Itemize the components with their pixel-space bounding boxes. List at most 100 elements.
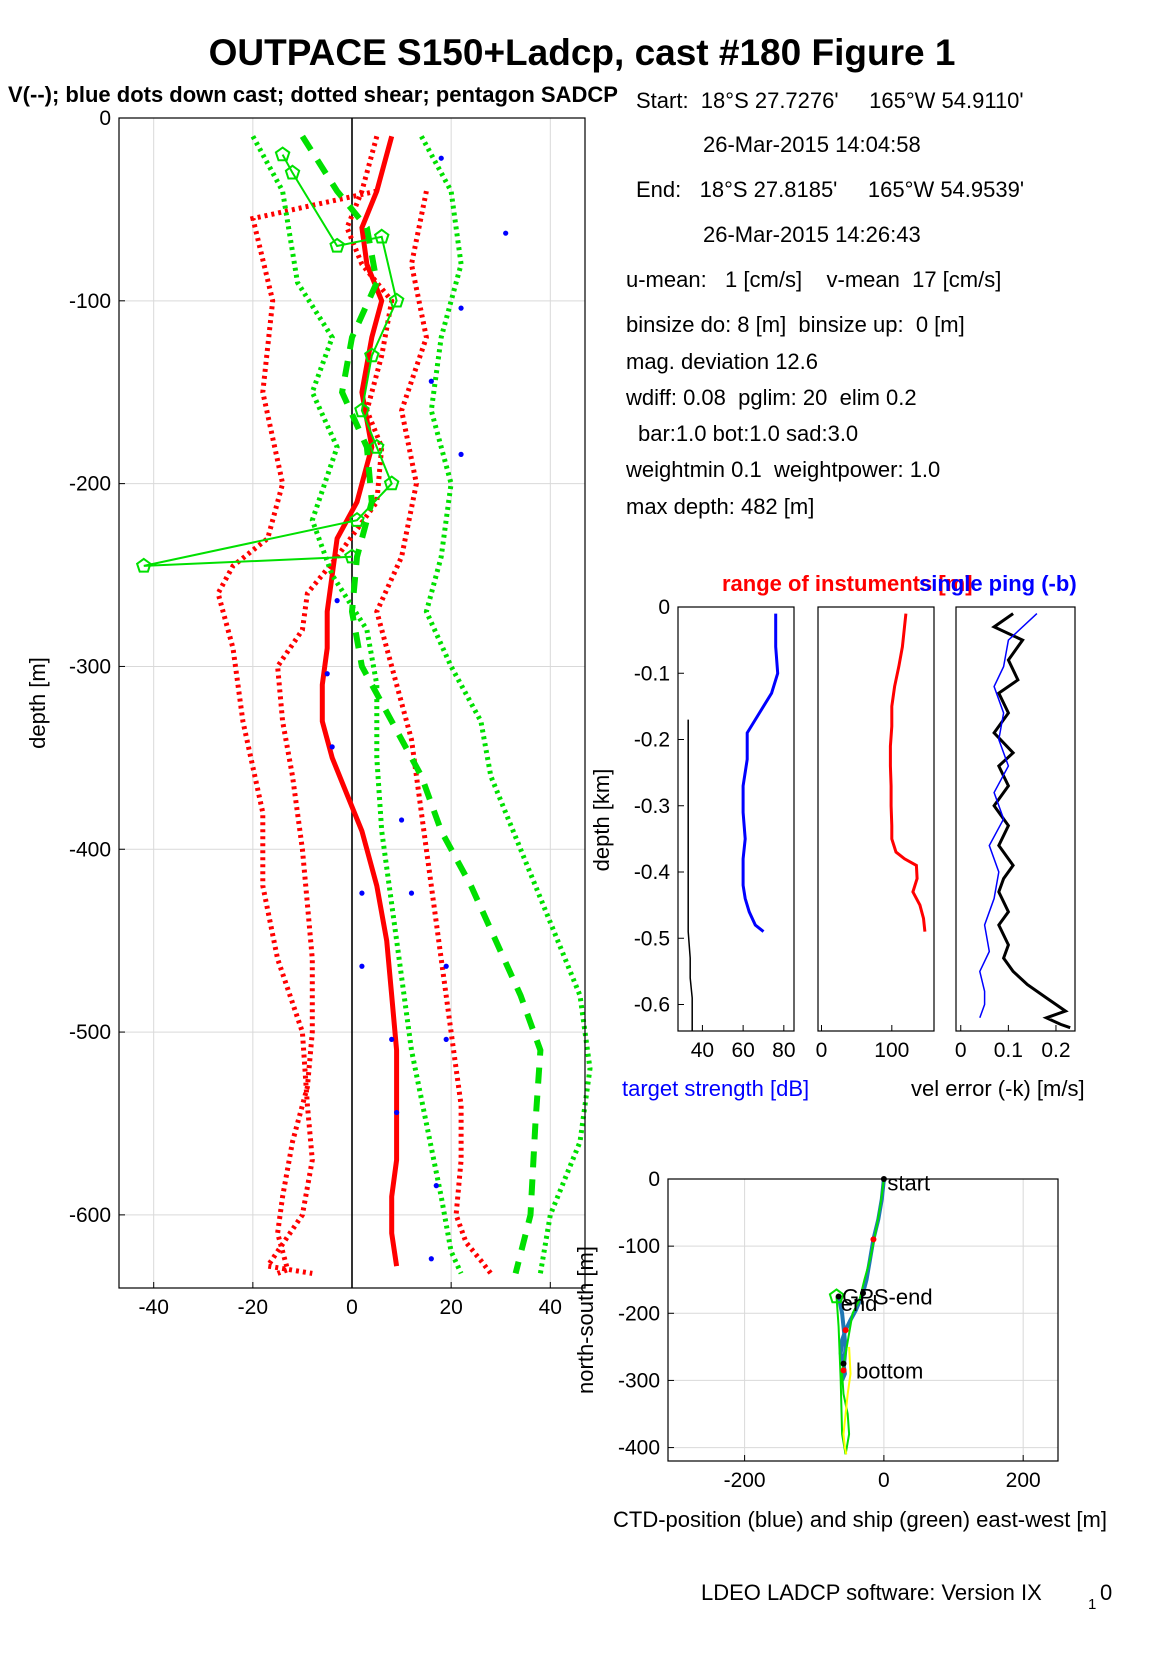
target-strength-ytick-label: -0.6 bbox=[634, 994, 670, 1017]
info-weightmin: weightmin 0.1 weightpower: 1.0 bbox=[625, 457, 940, 482]
target-strength-xtick-label: 80 bbox=[772, 1039, 795, 1062]
sadcp-pentagon bbox=[354, 402, 370, 418]
vel-error-xtick-label: 0 bbox=[955, 1039, 967, 1062]
ctd-position-ticks: -200 0 200 0 -100 -200 -300 -400 bbox=[618, 1168, 1041, 1492]
vel-error-ticks: 0 0.1 0.2 bbox=[955, 1025, 1071, 1062]
velocity-ytick-label: 0 bbox=[99, 107, 111, 130]
annotation-end: end bbox=[841, 1291, 878, 1316]
annotation-gps-end: GPS-end bbox=[842, 1285, 933, 1310]
velocity-ytick-label: -100 bbox=[69, 290, 111, 313]
down-cast-dot bbox=[329, 744, 335, 750]
footer-subscript: 1 bbox=[1088, 1596, 1096, 1613]
sadcp-pentagon bbox=[274, 146, 291, 162]
ctd-position-ytick-label: -300 bbox=[618, 1369, 660, 1392]
info-weights: bar:1.0 bot:1.0 sad:3.0 bbox=[638, 421, 858, 446]
range-panel-title: range of instuments [m] bbox=[722, 571, 973, 596]
velocity-xtick-label: 40 bbox=[539, 1296, 562, 1319]
info-start: Start: 18°S 27.7276' 165°W 54.9110' bbox=[636, 88, 1024, 113]
series-u_mean bbox=[319, 135, 400, 1267]
series-ts_black bbox=[687, 719, 693, 1031]
vel-error-panel: 0 0.1 0.2 vel error (-k) [m/s] bbox=[911, 606, 1085, 1101]
series-err_black bbox=[991, 612, 1071, 1030]
down-cast-dot bbox=[428, 378, 434, 384]
ctd-marker bbox=[870, 1236, 877, 1243]
figure-subtitle: V(--); blue dots down cast; dotted shear… bbox=[8, 82, 618, 107]
ctd-marker bbox=[840, 1367, 847, 1374]
velocity-profile-panel: -40 -20 0 20 400-100-200-300-400-500-600 dep… bbox=[25, 107, 593, 1319]
sadcp-pentagon bbox=[349, 511, 365, 527]
target-strength-ylabel: depth [km] bbox=[589, 769, 614, 872]
down-cast-dot bbox=[438, 155, 444, 161]
sadcp-pentagon bbox=[284, 164, 301, 180]
cast-info: Start: 18°S 27.7276' 165°W 54.9110' 26-M… bbox=[625, 88, 1024, 519]
footer-version-end: 0 bbox=[1100, 1580, 1112, 1605]
velocity-ytick-label: -200 bbox=[69, 473, 111, 496]
velocity-ylabel: depth [m] bbox=[25, 657, 50, 749]
footer-text: LDEO LADCP software: Version IX bbox=[701, 1580, 1042, 1605]
sadcp-pentagon bbox=[373, 228, 390, 244]
info-max-depth: max depth: 482 [m] bbox=[626, 494, 814, 519]
velocity-ytick-label: -500 bbox=[69, 1021, 111, 1044]
range-panel: 0 100 bbox=[816, 606, 935, 1062]
sadcp-pentagon bbox=[388, 292, 405, 308]
target-strength-xlabel: target strength [dB] bbox=[622, 1076, 809, 1101]
down-cast-dot bbox=[443, 1036, 449, 1042]
series-v_mean bbox=[299, 134, 544, 1275]
target-strength-axes-box bbox=[677, 606, 795, 1032]
sadcp-pentagon bbox=[368, 438, 385, 454]
info-start-time: 26-Mar-2015 14:04:58 bbox=[703, 132, 921, 157]
vel-error-xlabel: vel error (-k) [m/s] bbox=[911, 1076, 1085, 1101]
ctd-position-axes-box bbox=[667, 1178, 1059, 1462]
target-strength-ytick-label: -0.3 bbox=[634, 795, 670, 818]
velocity-ytick-label: -600 bbox=[69, 1204, 111, 1227]
annotation-bottom: bottom bbox=[856, 1358, 923, 1383]
series-u_shear_high bbox=[374, 190, 493, 1275]
ctd-position-ytick-label: 0 bbox=[648, 1168, 660, 1191]
velocity-xtick-label: -20 bbox=[238, 1296, 268, 1319]
down-cast-dot bbox=[433, 1183, 439, 1189]
down-cast-dot bbox=[334, 598, 340, 604]
down-cast-dot bbox=[359, 890, 365, 896]
velocity-ytick-label: -300 bbox=[69, 655, 111, 678]
velocity-xtick-label: 0 bbox=[346, 1296, 358, 1319]
series-v_shear_high bbox=[419, 135, 593, 1274]
target-strength-xtick-label: 60 bbox=[731, 1039, 754, 1062]
figure-title: OUTPACE S150+Ladcp, cast #180 Figure 1 bbox=[209, 32, 956, 73]
down-cast-dot bbox=[458, 451, 464, 457]
vel-error-axes-box bbox=[955, 606, 1076, 1032]
down-cast-dot bbox=[389, 1036, 395, 1042]
sadcp-pentagon bbox=[364, 347, 380, 363]
down-cast-dot bbox=[408, 890, 415, 896]
annotation-start: start bbox=[887, 1170, 930, 1195]
single-ping-panel-title: single ping (-b) bbox=[919, 571, 1077, 596]
velocity-series bbox=[135, 118, 593, 1288]
target-strength-ytick-label: -0.4 bbox=[634, 861, 671, 884]
info-end: End: 18°S 27.8185' 165°W 54.9539' bbox=[636, 177, 1024, 202]
down-cast-dot bbox=[324, 671, 330, 677]
target-strength-ytick-label: -0.1 bbox=[634, 662, 670, 685]
ctd-marker bbox=[840, 1360, 847, 1367]
sadcp-line bbox=[143, 154, 398, 567]
info-wdiff: wdiff: 0.08 pglim: 20 elim 0.2 bbox=[625, 385, 917, 410]
down-cast-dot bbox=[394, 1109, 400, 1116]
velocity-ytick-label: -400 bbox=[69, 838, 111, 861]
target-strength-ytick-label: 0 bbox=[658, 596, 670, 619]
target-strength-panel: 40 60 80 0 -0.1 -0.2 -0.3 -0.4 -0.5 -0.6 depth [k… bbox=[589, 596, 809, 1101]
down-cast-dot bbox=[458, 305, 464, 311]
down-cast-dot bbox=[398, 817, 405, 823]
sadcp-pentagon bbox=[383, 475, 400, 491]
software-footer: LDEO LADCP software: Version IX 1 0 bbox=[701, 1580, 1112, 1613]
ctd-position-ytick-label: -100 bbox=[618, 1235, 660, 1258]
velocity-xtick-label: -40 bbox=[139, 1296, 169, 1319]
ctd-marker bbox=[860, 1290, 866, 1297]
vel-error-xtick-label: 0.2 bbox=[1041, 1039, 1070, 1062]
gps-end-pentagon bbox=[828, 1288, 845, 1304]
vel-error-series bbox=[979, 612, 1071, 1030]
info-binsize: binsize do: 8 [m] binsize up: 0 [m] bbox=[626, 312, 965, 337]
ctd-marker bbox=[835, 1293, 842, 1300]
range-xtick-label: 0 bbox=[816, 1039, 828, 1062]
